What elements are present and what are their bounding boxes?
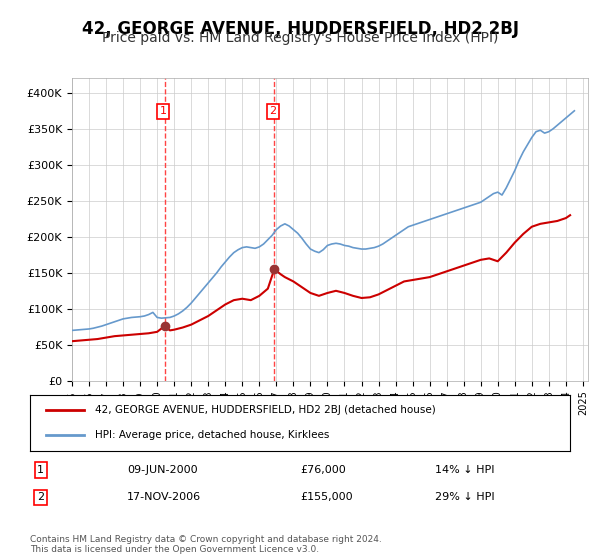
Text: 2: 2 [37,492,44,502]
Text: 29% ↓ HPI: 29% ↓ HPI [435,492,494,502]
Text: 14% ↓ HPI: 14% ↓ HPI [435,465,494,475]
Text: £155,000: £155,000 [300,492,353,502]
Text: 09-JUN-2000: 09-JUN-2000 [127,465,198,475]
Text: 1: 1 [37,465,44,475]
Text: 42, GEORGE AVENUE, HUDDERSFIELD, HD2 2BJ (detached house): 42, GEORGE AVENUE, HUDDERSFIELD, HD2 2BJ… [95,405,436,416]
Text: 17-NOV-2006: 17-NOV-2006 [127,492,202,502]
Text: HPI: Average price, detached house, Kirklees: HPI: Average price, detached house, Kirk… [95,430,329,440]
Text: Contains HM Land Registry data © Crown copyright and database right 2024.
This d: Contains HM Land Registry data © Crown c… [30,535,382,554]
Text: 1: 1 [160,106,167,116]
Text: Price paid vs. HM Land Registry's House Price Index (HPI): Price paid vs. HM Land Registry's House … [102,31,498,45]
Text: 42, GEORGE AVENUE, HUDDERSFIELD, HD2 2BJ: 42, GEORGE AVENUE, HUDDERSFIELD, HD2 2BJ [82,20,518,38]
Text: 2: 2 [269,106,277,116]
Text: £76,000: £76,000 [300,465,346,475]
